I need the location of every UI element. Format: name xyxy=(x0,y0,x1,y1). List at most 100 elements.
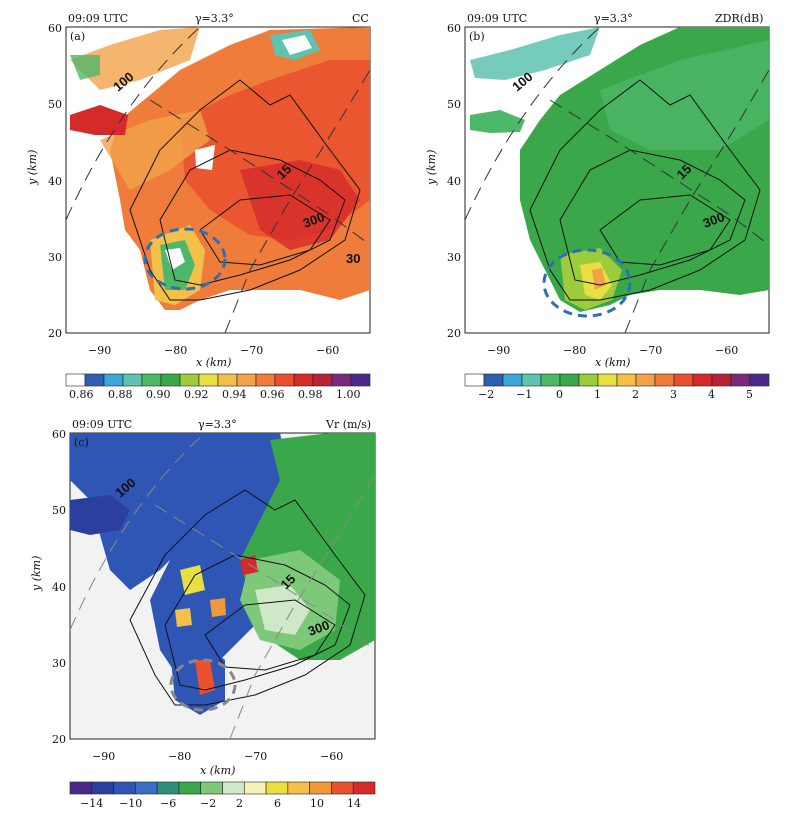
panel-b: 100 15 300 09:09 UTC γ=3.3° ZDR(dB) (b) … xyxy=(425,12,770,401)
colorbar-swatch xyxy=(69,781,93,795)
colorbar-swatch xyxy=(597,373,618,387)
range-label-300: 300 xyxy=(701,209,727,231)
panel-tag: (a) xyxy=(70,30,85,43)
colorbar-label: 1 xyxy=(594,388,601,401)
colorbar-label: 2 xyxy=(236,797,243,810)
colorbar-label: −2 xyxy=(478,388,494,401)
colorbar-label: −14 xyxy=(80,797,103,810)
colorbar-label: −10 xyxy=(119,797,142,810)
x-tick: −90 xyxy=(487,344,510,357)
colorbar-swatch xyxy=(350,373,371,387)
colorbar-swatch xyxy=(179,373,200,387)
x-tick: −90 xyxy=(88,344,111,357)
range-label-30: 30 xyxy=(346,251,360,266)
x-ticks: −90 −80 −70 −60 xyxy=(487,344,738,357)
x-tick: −70 xyxy=(244,750,267,763)
x-ticks: −90 −80 −70 −60 xyxy=(92,750,343,763)
colorbar-swatch xyxy=(287,781,310,795)
y-tick: 50 xyxy=(48,98,62,111)
y-axis-label: y (km) xyxy=(30,556,43,592)
colorbar-swatch xyxy=(113,781,136,795)
colorbar-label: 4 xyxy=(708,388,715,401)
colorbar-label: −6 xyxy=(160,797,176,810)
colorbar-label: −1 xyxy=(516,388,532,401)
panel-tag: (c) xyxy=(74,436,89,449)
y-tick: 30 xyxy=(52,657,66,670)
y-tick: 50 xyxy=(447,98,461,111)
colorbar-label: 14 xyxy=(347,797,361,810)
x-tick: −60 xyxy=(715,344,738,357)
colorbar-label: 1.00 xyxy=(336,388,361,401)
y-tick: 40 xyxy=(447,175,461,188)
zdr-field xyxy=(470,27,769,312)
colorbar-label: 0.90 xyxy=(146,388,171,401)
colorbar-label: 5 xyxy=(746,388,753,401)
time-label: 09:09 UTC xyxy=(72,418,132,431)
colorbar-label: 0.86 xyxy=(69,388,94,401)
colorbar-swatch xyxy=(559,373,580,387)
colorbar-label: 3 xyxy=(670,388,677,401)
field-label: Vr (m/s) xyxy=(325,418,371,431)
time-label: 09:09 UTC xyxy=(68,12,128,25)
y-ticks: 20 30 40 50 60 xyxy=(447,22,461,340)
field-label: ZDR(dB) xyxy=(715,12,763,25)
colorbar-swatch xyxy=(692,373,713,387)
colorbar-swatch xyxy=(135,781,158,795)
elevation-label: γ=3.3° xyxy=(594,12,633,25)
cc-field xyxy=(70,27,370,310)
colorbar-swatch xyxy=(483,373,504,387)
y-ticks: 20 30 40 50 60 xyxy=(52,428,66,746)
highlight-circle xyxy=(169,658,237,712)
y-tick: 60 xyxy=(52,428,66,441)
colorbar-swatch xyxy=(540,373,561,387)
colorbar-swatch xyxy=(331,781,354,795)
range-rings xyxy=(69,432,376,740)
colorbar-swatch xyxy=(730,373,751,387)
colorbar-swatch xyxy=(749,373,770,387)
x-tick: −70 xyxy=(639,344,662,357)
y-tick: 30 xyxy=(48,251,62,264)
time-label: 09:09 UTC xyxy=(467,12,527,25)
panel-tag: (b) xyxy=(469,30,485,43)
colorbar-swatch xyxy=(91,781,114,795)
y-axis-label: y (km) xyxy=(425,150,438,186)
x-tick: −60 xyxy=(316,344,339,357)
colorbar-swatch xyxy=(309,781,332,795)
colorbar-swatch xyxy=(464,373,485,387)
x-axis-label: x (km) xyxy=(200,764,235,777)
range-label-300: 300 xyxy=(301,209,327,231)
colorbar-swatch xyxy=(616,373,637,387)
colorbar-swatch xyxy=(122,373,143,387)
colorbar-swatch xyxy=(352,781,376,795)
colorbar-label: 2 xyxy=(632,388,639,401)
colorbar-label: 10 xyxy=(310,797,324,810)
y-tick: 40 xyxy=(48,175,62,188)
colorbar-swatch xyxy=(103,373,124,387)
x-tick: −80 xyxy=(168,750,191,763)
x-tick: −60 xyxy=(320,750,343,763)
colorbar-swatch xyxy=(160,373,181,387)
colorbar-swatch xyxy=(200,781,223,795)
colorbar-swatch xyxy=(178,781,202,795)
y-tick: 60 xyxy=(48,22,62,35)
y-tick: 30 xyxy=(447,251,461,264)
elevation-label: γ=3.3° xyxy=(198,418,237,431)
colorbar-swatch xyxy=(141,373,162,387)
y-tick: 60 xyxy=(447,22,461,35)
y-tick: 50 xyxy=(52,504,66,517)
y-tick: 40 xyxy=(52,581,66,594)
colorbar-label: −2 xyxy=(200,797,216,810)
colorbar-swatch xyxy=(635,373,656,387)
colorbar-swatch xyxy=(198,373,219,387)
colorbar-swatch xyxy=(243,781,267,795)
colorbar-swatch xyxy=(265,781,289,795)
colorbar-swatch xyxy=(312,373,333,387)
x-tick: −80 xyxy=(563,344,586,357)
colorbar-swatch xyxy=(236,373,257,387)
range-rings xyxy=(65,26,371,334)
reflectivity-contours xyxy=(129,79,361,301)
colorbar-swatch xyxy=(65,373,86,387)
y-ticks: 20 30 40 50 60 xyxy=(48,22,62,340)
y-tick: 20 xyxy=(52,733,66,746)
x-tick: −90 xyxy=(92,750,115,763)
